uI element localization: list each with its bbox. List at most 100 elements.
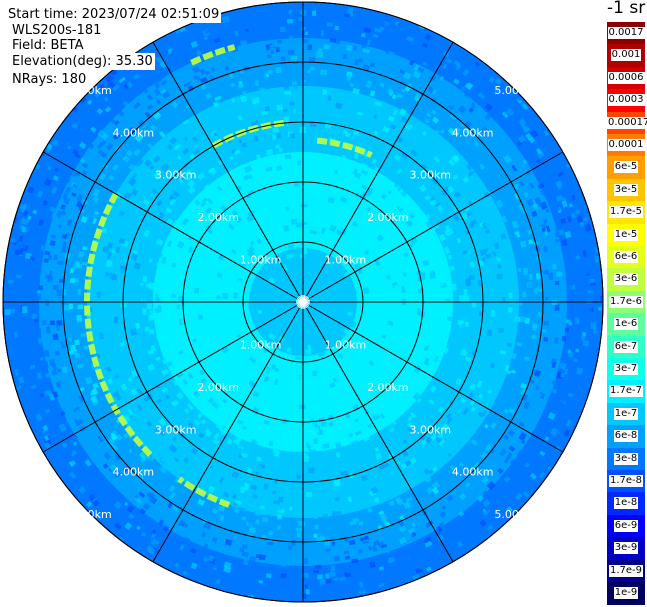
noise-cell <box>416 440 422 446</box>
colorbar-level: 1.7e-8 <box>607 470 645 493</box>
noise-cell <box>95 341 101 349</box>
noise-cell <box>72 183 79 189</box>
noise-cell <box>36 371 43 380</box>
noise-cell <box>463 61 472 71</box>
noise-cell <box>282 108 289 113</box>
noise-cell <box>282 100 288 106</box>
noise-cell <box>59 278 64 283</box>
noise-cell <box>356 266 363 275</box>
noise-cell <box>537 311 542 317</box>
noise-cell <box>156 99 162 106</box>
noise-cell <box>243 483 250 491</box>
noise-cell <box>543 337 549 342</box>
ring-label: 5.00km <box>494 84 536 97</box>
noise-cell <box>258 579 264 584</box>
noise-cell <box>117 446 124 452</box>
noise-cell <box>548 378 554 386</box>
noise-cell <box>542 245 549 253</box>
noise-cell <box>200 237 208 246</box>
colorbar-level: 1.7e-5 <box>607 201 645 225</box>
noise-cell <box>590 342 597 349</box>
noise-cell <box>113 522 122 530</box>
noise-cell <box>331 510 336 517</box>
instrument-label: WLS200s-181 <box>10 22 104 39</box>
noise-cell <box>409 60 415 66</box>
noise-cell <box>144 326 150 332</box>
colorbar-level: 0.0017 <box>607 22 645 45</box>
ring-label: 1.00km <box>325 338 367 351</box>
noise-cell <box>467 170 475 177</box>
noise-cell <box>170 171 178 178</box>
noise-cell <box>529 182 535 189</box>
noise-cell <box>131 370 138 378</box>
noise-cell <box>500 514 506 520</box>
noise-cell <box>574 209 581 215</box>
noise-cell <box>423 468 431 475</box>
colorbar-tick-label: 0.001 <box>610 49 642 62</box>
noise-cell <box>548 396 553 401</box>
ring-label: 4.00km <box>113 126 155 139</box>
noise-cell <box>505 255 513 263</box>
noise-cell <box>446 316 452 322</box>
noise-cell <box>147 363 155 371</box>
noise-cell <box>547 382 555 391</box>
noise-cell <box>240 95 247 103</box>
noise-cell <box>203 314 209 321</box>
noise-cell <box>579 262 585 269</box>
noise-cell <box>177 519 186 528</box>
noise-cell <box>250 119 259 127</box>
noise-cell <box>559 235 564 241</box>
noise-cell <box>452 456 460 464</box>
noise-cell <box>464 90 472 98</box>
noise-cell <box>289 506 293 511</box>
noise-cell <box>36 293 41 300</box>
noise-cell <box>555 238 560 243</box>
noise-cell <box>312 16 317 23</box>
noise-cell <box>291 592 297 598</box>
noise-cell <box>324 540 331 546</box>
noise-cell <box>525 139 533 147</box>
noise-cell <box>187 186 196 195</box>
noise-cell <box>316 51 324 58</box>
noise-cell <box>476 476 482 483</box>
noise-cell <box>283 116 290 123</box>
noise-cell <box>362 48 371 54</box>
noise-cell <box>442 63 448 70</box>
noise-cell <box>521 102 529 111</box>
noise-cell <box>426 222 434 231</box>
noise-cell <box>60 411 66 417</box>
noise-cell <box>74 152 81 159</box>
noise-cell <box>362 267 369 275</box>
noise-cell <box>267 69 274 75</box>
noise-cell <box>176 372 184 379</box>
noise-cell <box>226 534 233 540</box>
noise-cell <box>248 174 253 180</box>
noise-cell <box>102 463 109 470</box>
noise-cell <box>361 16 368 22</box>
noise-cell <box>407 422 414 429</box>
noise-cell <box>56 320 63 326</box>
noise-cell <box>351 558 359 564</box>
noise-cell <box>335 102 343 109</box>
noise-cell <box>277 525 281 531</box>
noise-cell <box>433 320 440 326</box>
noise-cell <box>38 337 44 344</box>
noise-cell <box>347 580 354 586</box>
noise-cell <box>511 369 516 374</box>
noise-cell <box>181 217 189 226</box>
noise-cell <box>155 308 160 313</box>
noise-cell <box>528 273 533 281</box>
noise-cell <box>207 197 214 205</box>
noise-cell <box>366 507 373 513</box>
noise-cell <box>159 466 167 474</box>
noise-cell <box>234 570 241 578</box>
colorbar-level: 0.00017 <box>607 111 647 135</box>
noise-cell <box>534 288 538 295</box>
noise-cell <box>168 444 178 454</box>
noise-cell <box>345 573 351 578</box>
noise-cell <box>324 555 328 559</box>
noise-cell <box>427 153 433 159</box>
noise-cell <box>109 118 116 124</box>
noise-cell <box>338 379 343 385</box>
noise-cell <box>359 384 368 392</box>
